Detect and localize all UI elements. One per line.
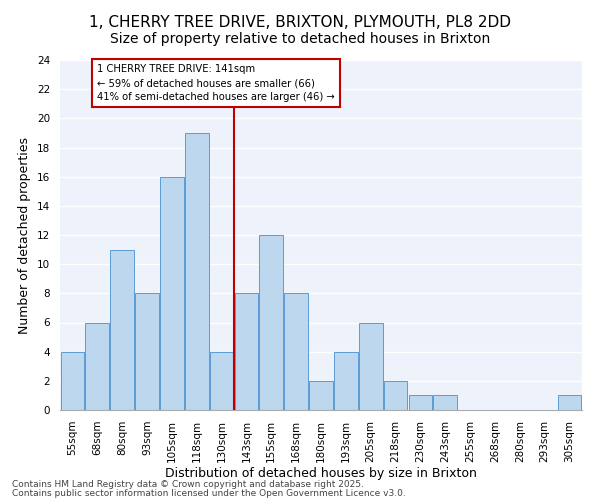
- Text: 1, CHERRY TREE DRIVE, BRIXTON, PLYMOUTH, PL8 2DD: 1, CHERRY TREE DRIVE, BRIXTON, PLYMOUTH,…: [89, 15, 511, 30]
- Bar: [384, 381, 407, 410]
- Text: 1 CHERRY TREE DRIVE: 141sqm
← 59% of detached houses are smaller (66)
41% of sem: 1 CHERRY TREE DRIVE: 141sqm ← 59% of det…: [97, 64, 335, 102]
- Bar: [61, 352, 84, 410]
- Bar: [160, 176, 184, 410]
- Bar: [558, 396, 581, 410]
- Bar: [309, 381, 333, 410]
- Bar: [284, 294, 308, 410]
- Bar: [210, 352, 233, 410]
- Bar: [110, 250, 134, 410]
- Text: Contains HM Land Registry data © Crown copyright and database right 2025.: Contains HM Land Registry data © Crown c…: [12, 480, 364, 489]
- Text: Size of property relative to detached houses in Brixton: Size of property relative to detached ho…: [110, 32, 490, 46]
- Bar: [85, 322, 109, 410]
- Bar: [135, 294, 159, 410]
- Bar: [185, 133, 209, 410]
- Bar: [334, 352, 358, 410]
- Y-axis label: Number of detached properties: Number of detached properties: [19, 136, 31, 334]
- Bar: [409, 396, 432, 410]
- Bar: [259, 235, 283, 410]
- Bar: [359, 322, 383, 410]
- Bar: [235, 294, 258, 410]
- Bar: [433, 396, 457, 410]
- X-axis label: Distribution of detached houses by size in Brixton: Distribution of detached houses by size …: [165, 468, 477, 480]
- Text: Contains public sector information licensed under the Open Government Licence v3: Contains public sector information licen…: [12, 488, 406, 498]
